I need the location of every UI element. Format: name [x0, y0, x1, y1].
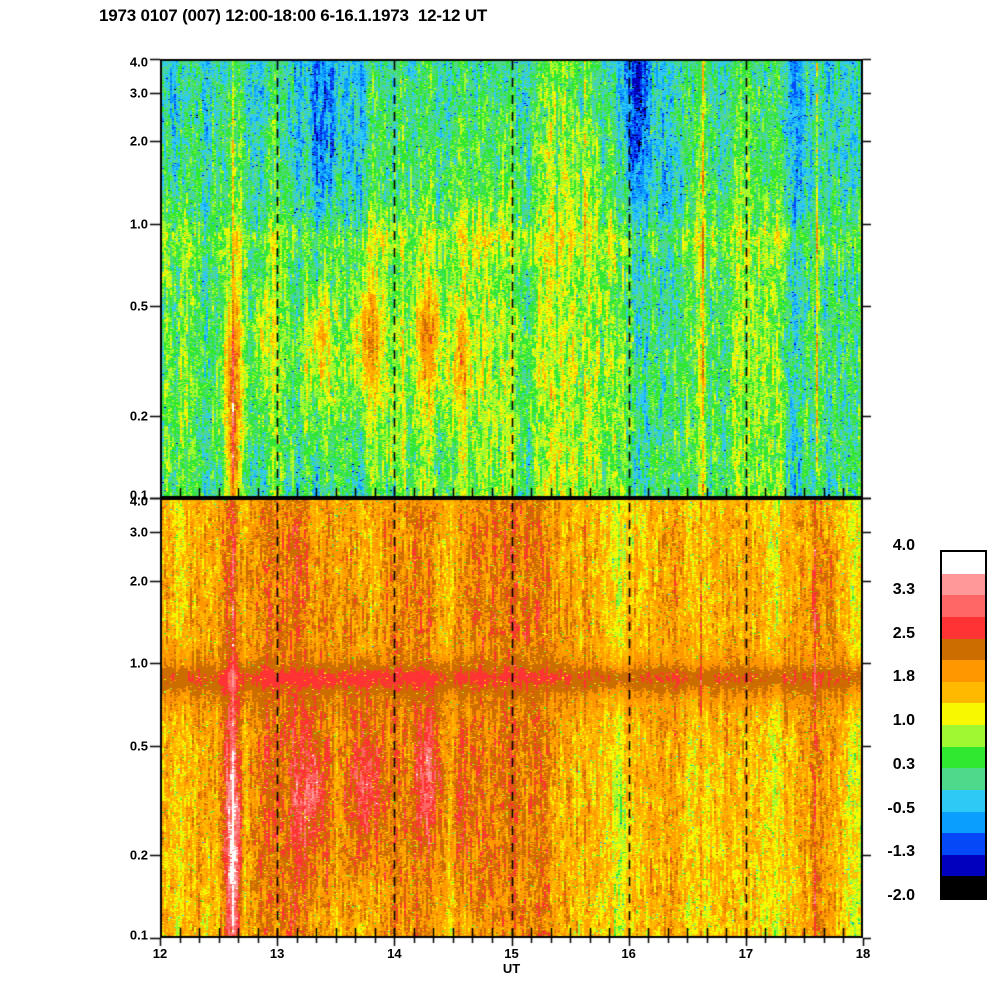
y-tick-label: 3.0 [129, 85, 148, 101]
colorbar-segment [942, 746, 985, 769]
colorbar-segment [942, 789, 985, 812]
y-tick-label: 0.2 [129, 847, 148, 863]
colorbar-segment [942, 573, 985, 596]
y-tick-label: 0.5 [129, 298, 148, 314]
y-tick-label: 2.0 [129, 573, 148, 589]
y-tick-label: 2.0 [129, 133, 148, 149]
colorbar-tick-label: 1.0 [892, 712, 915, 729]
y-tick-label: 3.0 [129, 524, 148, 540]
colorbar-segment [942, 833, 985, 855]
y-tick-label: 4.0 [129, 493, 148, 509]
x-tick-label: 14 [387, 946, 402, 961]
x-tick-label: 15 [504, 946, 519, 961]
colorbar-segment [942, 768, 985, 790]
y-tick-label: 0.1 [129, 487, 148, 503]
x-axis-title: UT [502, 961, 521, 976]
colorbar-segment [942, 876, 985, 898]
colorbar-segment [942, 811, 985, 834]
x-tick-label: 12 [152, 946, 168, 961]
y-tick-label: 4.0 [129, 54, 148, 70]
colorbar-tick-label: 0.3 [892, 755, 915, 773]
x-tick-label: 16 [621, 946, 636, 961]
x-tick-label: 18 [855, 946, 871, 961]
x-tick-label: 17 [738, 946, 754, 961]
y-tick-label: 0.5 [129, 738, 148, 754]
colorbar-segment [942, 854, 985, 877]
colorbar-tick-label: 4.0 [892, 537, 915, 554]
colorbar-tick-label: -1.3 [887, 843, 915, 861]
y-tick-label: 0.2 [129, 408, 148, 423]
colorbar-segment [942, 638, 985, 661]
x-tick-label: 13 [269, 946, 285, 961]
colorbar-tick-label: -0.5 [887, 799, 915, 817]
colorbar-segment [942, 616, 985, 639]
colorbar-segment [942, 595, 985, 617]
colorbar-segment [942, 681, 985, 704]
colorbar-segment [942, 552, 985, 574]
colorbar-segment [942, 703, 985, 725]
figure-title: 1973 0107 (007) 12:00-18:00 6-16.1.1973 … [99, 6, 488, 25]
y-tick-label: 0.1 [129, 927, 148, 943]
colorbar-tick-label: 2.5 [892, 624, 915, 642]
colorbar [940, 550, 987, 900]
colorbar-tick-label: 1.8 [892, 668, 915, 686]
colorbar-tick-label: 3.3 [892, 580, 915, 598]
y-tick-label: 1.0 [129, 655, 148, 671]
colorbar-tick-label: -2.0 [887, 887, 915, 904]
y-tick-label: 1.0 [129, 216, 148, 232]
colorbar-segment [942, 725, 985, 747]
colorbar-segment [942, 660, 985, 682]
